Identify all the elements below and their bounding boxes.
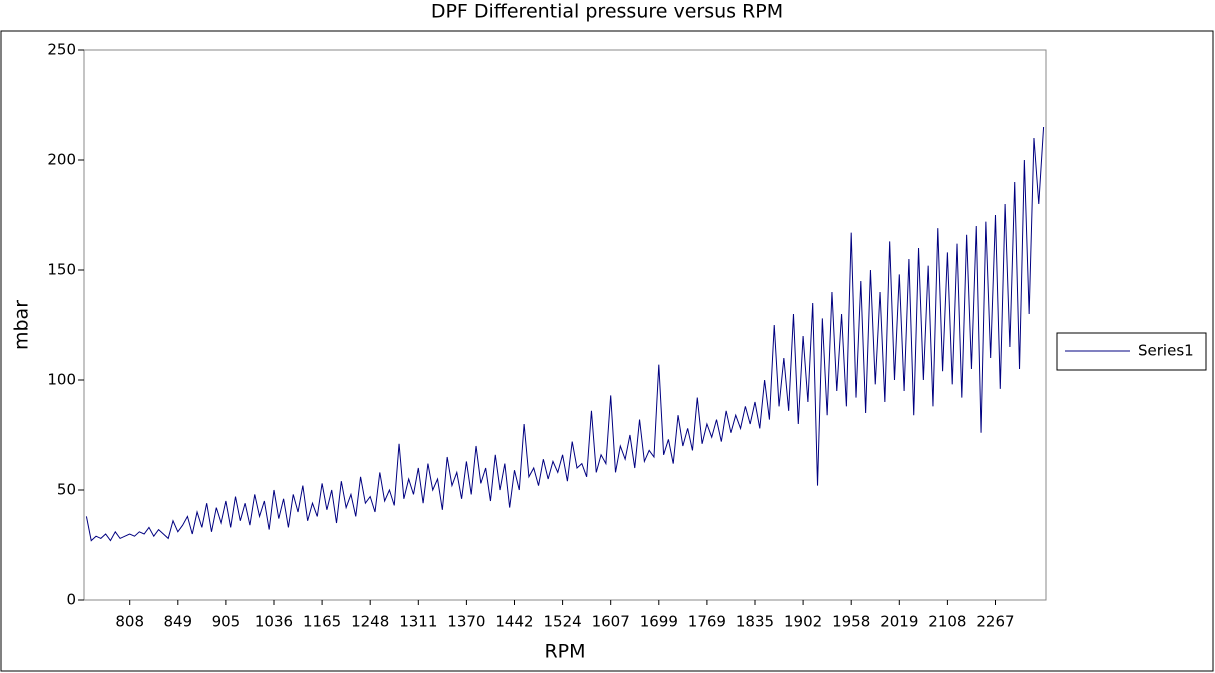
x-tick-label: 1835	[736, 613, 774, 631]
y-tick-label: 250	[47, 41, 76, 59]
y-tick-label: 0	[66, 591, 76, 609]
legend-label: Series1	[1138, 342, 1194, 360]
chart-border	[0, 30, 1214, 672]
data-line	[85, 126, 1045, 542]
x-tick-label: 1524	[544, 613, 582, 631]
y-tick-label: 100	[47, 371, 76, 389]
x-tick-label: 1769	[688, 613, 726, 631]
x-tick-label: 1607	[592, 613, 630, 631]
y-axis-label: mbar	[11, 300, 33, 350]
x-tick-label: 2267	[976, 613, 1014, 631]
y-tick-label: 150	[47, 261, 76, 279]
x-tick-label: 1902	[784, 613, 822, 631]
x-tick-label: 1442	[495, 613, 533, 631]
chart-title: DPF Differential pressure versus RPM	[431, 1, 783, 23]
x-tick-label: 2019	[880, 613, 918, 631]
x-tick-label: 1958	[832, 613, 870, 631]
x-tick-label: 1165	[303, 613, 341, 631]
x-tick-label: 808	[115, 613, 144, 631]
x-tick-label: 2108	[928, 613, 966, 631]
y-tick-label: 200	[47, 151, 76, 169]
x-tick-label: 1248	[351, 613, 389, 631]
x-tick-label: 849	[163, 613, 192, 631]
plot-area	[83, 49, 1047, 601]
x-tick-label: 1311	[399, 613, 437, 631]
x-tick-label: 1036	[255, 613, 293, 631]
x-tick-label: 1370	[447, 613, 485, 631]
y-tick-label: 50	[57, 481, 76, 499]
x-tick-label: 905	[212, 613, 241, 631]
x-axis-label: RPM	[544, 641, 585, 663]
x-tick-label: 1699	[640, 613, 678, 631]
